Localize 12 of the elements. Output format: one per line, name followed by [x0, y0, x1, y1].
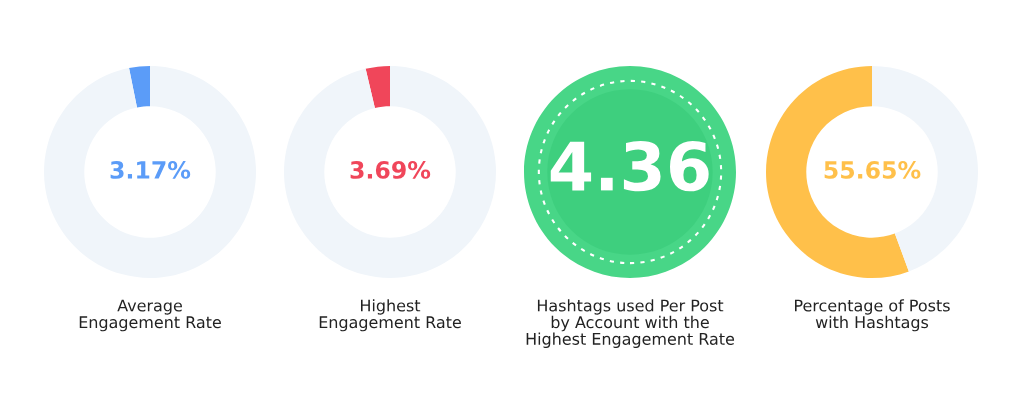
text: Percentage of Posts with Hashtags: [795, 299, 950, 332]
donut-slice: [284, 66, 496, 278]
text: Highest Engagement Rate: [319, 299, 461, 332]
donut-slice: [129, 66, 150, 108]
text: 3.17%: [110, 160, 191, 179]
text: Hashtags used Per Post by Account with the Highest Engagement Rate: [526, 299, 735, 348]
donut-slice: [44, 66, 256, 278]
text: 3.69%: [350, 160, 431, 179]
donut-slice: [365, 66, 390, 109]
text: 55.65%: [824, 160, 921, 179]
text: Average Engagement Rate: [79, 299, 221, 332]
text: 4.36: [550, 140, 709, 192]
